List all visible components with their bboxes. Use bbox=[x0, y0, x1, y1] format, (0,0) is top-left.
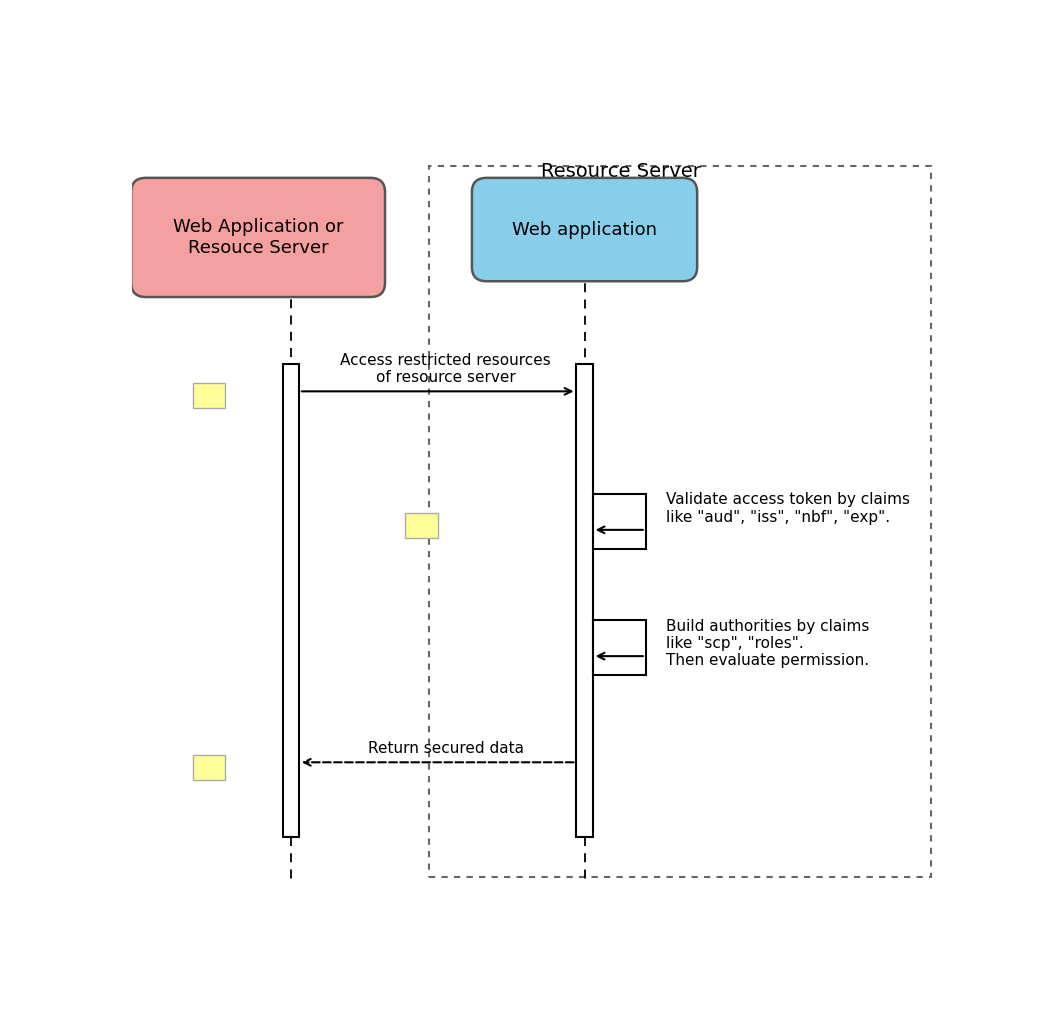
Bar bbox=[430, 166, 932, 876]
Text: Web Application or
Resouce Server: Web Application or Resouce Server bbox=[173, 218, 343, 257]
Bar bbox=[593, 620, 645, 675]
Bar bbox=[593, 494, 645, 549]
Bar bbox=[576, 364, 593, 837]
Text: 1: 1 bbox=[204, 387, 214, 403]
FancyBboxPatch shape bbox=[132, 178, 385, 297]
Text: 2: 2 bbox=[417, 518, 426, 533]
Bar bbox=[193, 755, 225, 780]
Bar bbox=[405, 512, 438, 538]
Text: 3: 3 bbox=[204, 761, 214, 775]
Text: Validate access token by claims
like "aud", "iss", "nbf", "exp".: Validate access token by claims like "au… bbox=[667, 492, 910, 525]
Text: Resource Server: Resource Server bbox=[541, 163, 701, 181]
FancyBboxPatch shape bbox=[472, 178, 697, 281]
Text: Access restricted resources
of resource server: Access restricted resources of resource … bbox=[340, 353, 551, 385]
Text: Web application: Web application bbox=[512, 220, 657, 239]
Text: Build authorities by claims
like "scp", "roles".
Then evaluate permission.: Build authorities by claims like "scp", … bbox=[667, 619, 870, 668]
Text: Return secured data: Return secured data bbox=[367, 741, 523, 756]
Bar bbox=[193, 382, 225, 408]
Bar bbox=[282, 364, 299, 837]
